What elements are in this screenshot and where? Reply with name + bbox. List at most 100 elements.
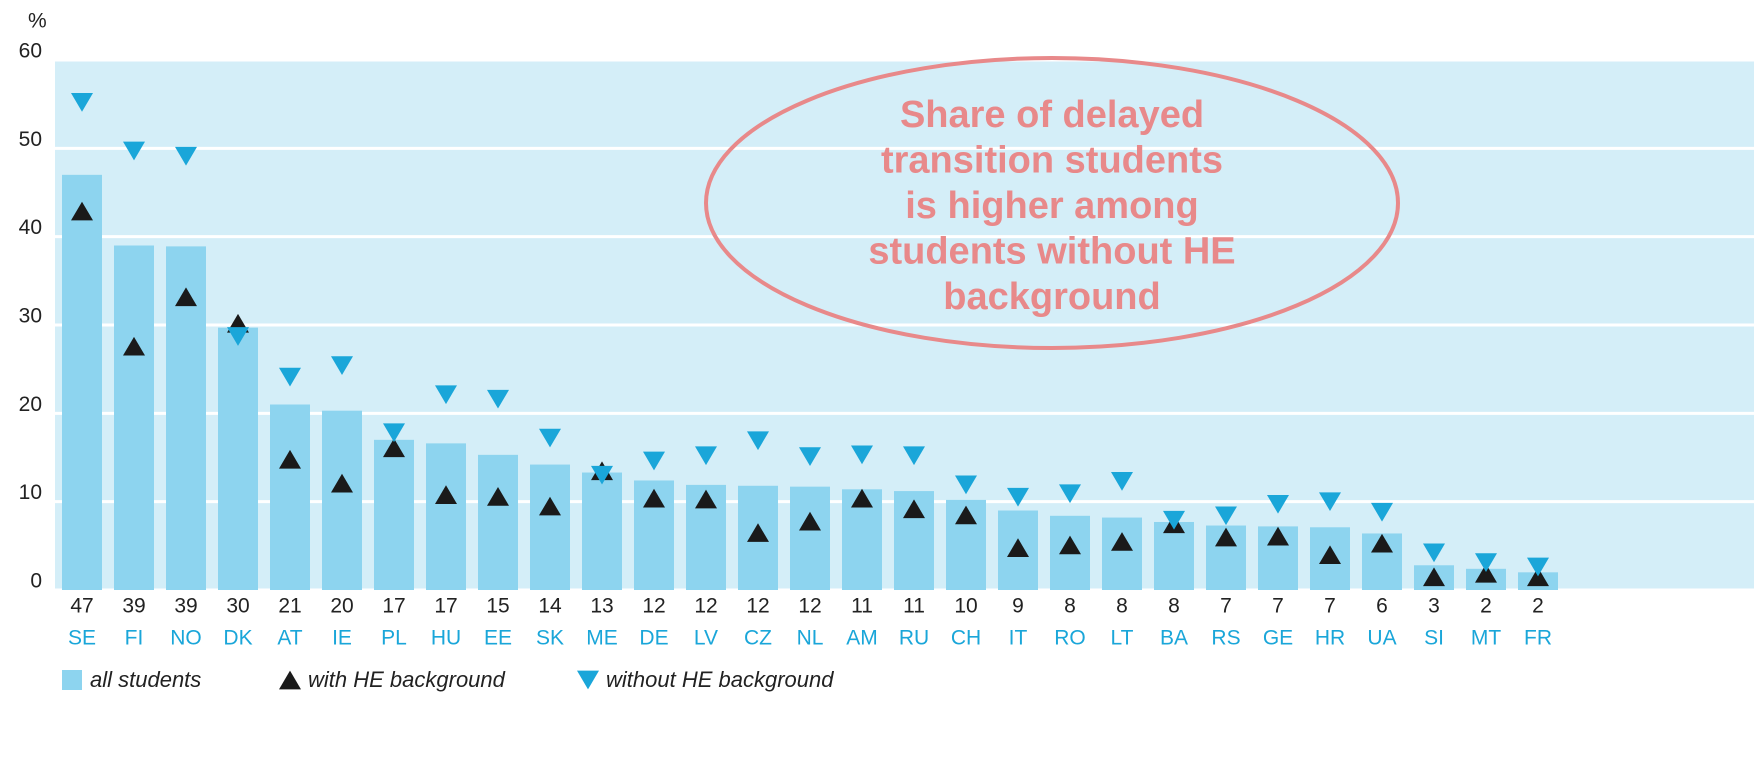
x-tick-label: HR (1315, 627, 1345, 650)
marker-down (643, 451, 665, 471)
marker-down (1319, 492, 1341, 512)
marker-down (1007, 487, 1029, 507)
legend-swatch (279, 670, 301, 690)
x-tick-label: BA (1160, 627, 1188, 650)
marker-up (1059, 535, 1081, 555)
x-tick-label: FR (1524, 627, 1552, 650)
marker-up (747, 523, 769, 542)
marker-up (487, 487, 509, 506)
x-tick-label: SE (68, 627, 96, 650)
x-tick-label: LV (694, 627, 718, 650)
bar (790, 486, 830, 590)
marker-down (487, 389, 509, 409)
marker-down (383, 423, 405, 443)
y-tick-label: 20 (19, 393, 42, 416)
marker-up (695, 489, 717, 509)
marker-up (539, 496, 561, 516)
value-label: 12 (746, 595, 769, 618)
bar (270, 404, 310, 590)
marker-down (1111, 472, 1133, 491)
bar (478, 454, 518, 590)
marker-up (851, 488, 873, 508)
legend-swatch (577, 670, 599, 690)
bar (530, 464, 570, 590)
value-label: 11 (851, 595, 873, 618)
marker-down (539, 428, 561, 448)
x-tick-label: NL (797, 627, 824, 650)
value-label: 15 (486, 595, 509, 618)
value-label: 12 (694, 595, 717, 618)
marker-up (279, 449, 301, 469)
x-tick-label: CH (951, 627, 981, 650)
marker-down (1423, 543, 1445, 563)
x-tick-label: CZ (744, 627, 772, 650)
value-label: 17 (382, 595, 405, 618)
value-label: 2 (1480, 595, 1492, 618)
bar (426, 443, 466, 590)
x-tick-label: IT (1009, 627, 1028, 650)
marker-down (435, 385, 457, 405)
bar (1102, 517, 1142, 590)
x-tick-label: DK (223, 627, 252, 650)
bar (1154, 521, 1194, 590)
value-label: 3 (1428, 595, 1440, 618)
x-tick-label: AT (277, 627, 302, 650)
x-tick-label: FI (125, 627, 144, 650)
annotation-text: students without HE (868, 231, 1235, 273)
marker-down (227, 327, 249, 346)
marker-up (1371, 533, 1393, 553)
x-tick-label: RO (1054, 627, 1086, 650)
marker-down (1527, 557, 1549, 577)
bar (374, 439, 414, 590)
x-tick-label: EE (484, 627, 512, 650)
value-label: 8 (1064, 595, 1076, 618)
bar (582, 472, 622, 590)
value-label: 7 (1220, 595, 1232, 618)
marker-up (1475, 563, 1497, 583)
annotation-text: transition students (881, 140, 1223, 182)
marker-up (383, 438, 405, 458)
marker-up (1007, 538, 1029, 557)
x-tick-label: MT (1471, 627, 1501, 650)
value-label: 13 (590, 595, 613, 618)
value-label: 21 (278, 595, 301, 618)
value-label: 9 (1012, 595, 1024, 618)
x-tick-label: RS (1211, 627, 1240, 650)
y-tick-label: 60 (19, 40, 42, 63)
marker-up (1527, 567, 1549, 587)
marker-down (695, 446, 717, 466)
y-tick-label: 10 (19, 481, 42, 504)
marker-down (955, 475, 977, 495)
marker-down (903, 446, 925, 466)
marker-up (955, 505, 977, 525)
marker-up (1267, 526, 1289, 546)
marker-up (435, 485, 457, 504)
marker-up (331, 473, 353, 493)
value-label: 47 (70, 595, 93, 618)
marker-down (1267, 494, 1289, 514)
value-label: 39 (174, 595, 197, 618)
marker-down (279, 367, 301, 387)
y-tick-label: 50 (19, 128, 42, 151)
marker-down (1163, 510, 1185, 530)
marker-up (1423, 567, 1445, 587)
marker-up (643, 488, 665, 508)
annotation-text: is higher among (905, 185, 1198, 227)
x-tick-label: ME (586, 627, 618, 650)
x-tick-label: DE (639, 627, 668, 650)
value-label: 6 (1376, 595, 1388, 618)
marker-down (851, 445, 873, 465)
bar (322, 410, 362, 590)
x-tick-label: LT (1111, 627, 1134, 650)
y-tick-label: 0 (30, 570, 42, 593)
marker-down (175, 146, 197, 166)
marker-down (747, 431, 769, 451)
x-tick-label: AM (846, 627, 878, 650)
bar (218, 327, 258, 590)
value-label: 11 (903, 595, 925, 618)
value-label: 12 (798, 595, 821, 618)
value-label: 2 (1532, 595, 1544, 618)
value-label: 20 (330, 595, 353, 618)
value-label: 8 (1116, 595, 1128, 618)
value-label: 14 (538, 595, 562, 618)
